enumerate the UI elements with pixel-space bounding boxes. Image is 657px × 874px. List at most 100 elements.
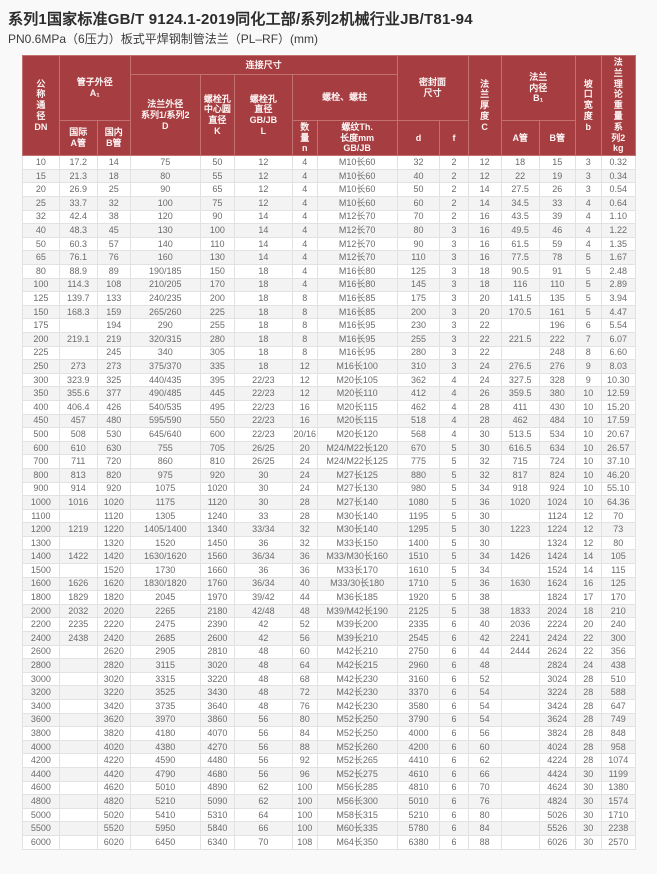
table-cell: 820 [96,467,131,483]
table-cell: 16 [291,399,318,415]
table-cell: 2 [439,155,469,170]
table-cell: 1305 [129,508,201,524]
table-cell: 5500 [22,821,60,836]
table-cell: 30 [234,481,293,497]
table-cell: 3160 [396,671,441,687]
table-cell: 20 [291,440,318,456]
table-cell: 2220 [96,617,131,633]
table-cell: 457 [58,413,98,429]
table-cell: 56 [467,726,502,741]
table-cell: 1.35 [600,236,637,252]
table-cell: 7 [574,331,602,347]
table-cell: 6 [439,699,469,714]
table-cell: 40 [291,576,318,592]
table-cell: 34 [467,549,502,565]
table-cell: 139.7 [58,291,98,306]
table-cell: 12 [291,386,318,401]
table-cell: 3580 [396,699,441,714]
table-cell: M10长60 [316,182,398,198]
table-cell: 28 [291,508,318,524]
table-cell: 4420 [96,766,131,782]
table-cell: 568 [396,427,441,442]
table-row: 3000 3020 3315 3220 48 68 M42长230 3160 6 52 3024 28… [22,671,637,687]
table-cell: 1630 [500,576,540,592]
table-row: 500 508 530 645/640 600 22/23 20/16 M20长120 568 4… [22,427,637,442]
table-cell: 175 [22,318,60,333]
table-cell [500,766,540,782]
table-cell: 5310 [199,807,236,823]
table-cell: 2685 [129,631,201,646]
table-row: 200 219.1 219 320/315 280 18 8 M16长95 255 3 22 221.… [22,331,637,347]
table-cell: 46 [538,223,576,238]
table-cell: 60 [396,196,441,211]
table-cell: 10 [574,481,602,497]
table-cell: 1510 [396,549,441,565]
table-cell: 1420 [96,549,131,565]
table-cell: 273 [58,359,98,374]
table-row: 15 21.3 18 80 55 12 4 M10长60 40 2 12 22 19 3 0.34 [22,168,637,184]
table-cell: 39 [538,209,576,225]
table-cell: 88.9 [58,264,98,279]
table-cell: 100 [22,277,60,293]
table-cell [500,794,540,809]
table-cell: 1405/1400 [129,522,201,537]
table-cell: 6.60 [600,345,637,361]
table-cell: 17.2 [58,155,98,170]
table-cell: 10.30 [600,372,637,388]
table-cell: M52长265 [316,753,398,768]
table-cell: 76 [467,794,502,809]
table-cell: 56 [234,766,293,782]
table-cell: 64 [234,807,293,823]
table-row: 32 42.4 38 120 90 14 4 M12长70 70 2 16 43.5 39 4 1.10 [22,209,637,225]
header-groove: 坡 口 宽 度 b [574,55,602,157]
table-cell: 170.5 [500,304,540,320]
table-cell: 5 [439,495,469,510]
table-cell: 40 [467,617,502,633]
table-cell: 359.5 [500,386,540,401]
table-cell: 30 [574,766,602,782]
table-cell [58,739,98,755]
table-cell: 1000 [22,495,60,510]
table-cell: 1100 [22,508,60,524]
table-cell: 125 [396,264,441,279]
table-cell: M16长95 [316,331,398,347]
table-cell: 426 [96,399,131,415]
table-cell: 4020 [96,739,131,755]
table-cell: M16长100 [316,359,398,374]
table-cell: 1630/1620 [129,549,201,565]
table-cell: M52长250 [316,726,398,741]
table-cell: 3 [439,250,469,266]
table-cell: 705 [199,440,236,456]
table-cell: 2036 [500,617,540,633]
table-cell: 90.5 [500,264,540,279]
table-cell: 634 [538,440,576,456]
table-row: 5000 5020 5410 5310 64 100 M58长315 5210 6 80 5026 3… [22,807,637,823]
table-cell [58,345,98,361]
table-cell: 33 [538,196,576,211]
table-cell: 240 [600,617,637,633]
table-cell: 2024 [538,603,576,619]
table-cell: 860 [129,454,201,469]
table-row: 40 48.3 45 130 100 14 4 M12长70 80 3 16 49.5 46 4 1.22 [22,223,637,238]
table-cell: 70 [234,834,293,850]
table-cell [58,807,98,823]
table-cell: 133 [96,291,131,306]
header-bolt-group: 螺栓、螺柱 [291,74,398,121]
table-cell: 30 [467,522,502,537]
table-cell: 595/590 [129,413,201,429]
table-cell: 96 [291,766,318,782]
table-cell: 22/23 [234,372,293,388]
table-cell: 4070 [199,726,236,741]
table-cell: 32 [467,467,502,483]
table-cell: 395 [199,372,236,388]
table-cell: 1730 [129,563,201,578]
table-cell: 1195 [396,508,441,524]
table-cell: 12 [467,168,502,184]
table-cell: M42长230 [316,699,398,714]
table-cell: 3970 [129,712,201,728]
table-cell: 4224 [538,753,576,768]
table-cell: 10 [574,386,602,401]
table-cell: M20长115 [316,399,398,415]
table-cell: 10 [22,155,60,170]
table-cell: 14 [96,155,131,170]
